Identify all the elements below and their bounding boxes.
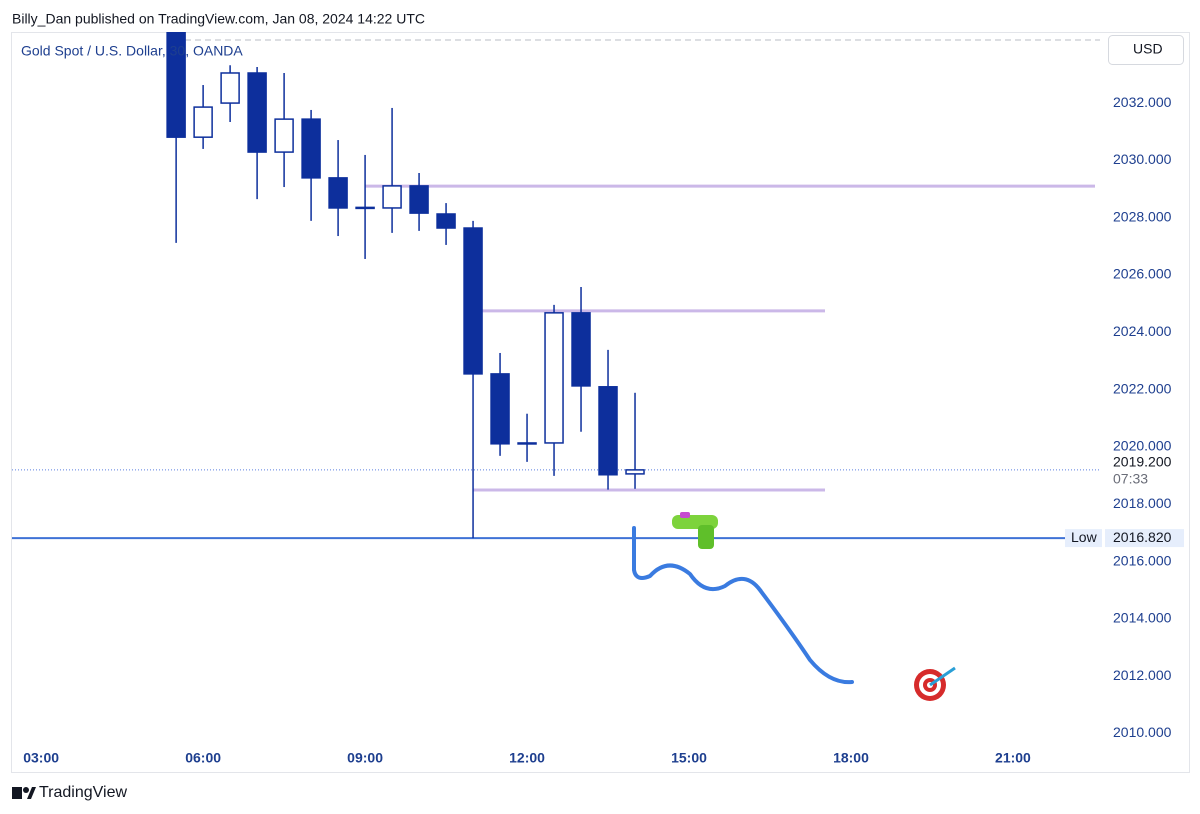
candle-body xyxy=(247,72,267,153)
drawn-path xyxy=(632,526,854,685)
x-tick-label: 15:00 xyxy=(671,750,707,766)
x-tick-label: 09:00 xyxy=(347,750,383,766)
footer: TradingView xyxy=(39,784,127,801)
chart-frame xyxy=(11,32,1190,773)
x-tick-label: 06:00 xyxy=(185,750,221,766)
low-value-box xyxy=(1105,529,1184,548)
y-tick-label: 2020.000 xyxy=(1113,438,1172,454)
y-tick-label: 2014.000 xyxy=(1113,610,1172,626)
candle-body xyxy=(544,312,564,444)
y-tick-label: 2016.000 xyxy=(1113,552,1172,568)
candle-body xyxy=(409,185,429,214)
x-tick-label: 18:00 xyxy=(833,750,869,766)
y-tick-label: 2022.000 xyxy=(1113,380,1172,396)
header: Billy_Dan published on TradingView.com, … xyxy=(12,11,425,27)
candle-body xyxy=(598,386,618,476)
candle-body xyxy=(463,227,483,375)
candle-body xyxy=(625,469,645,475)
low-name-box xyxy=(1065,529,1102,548)
y-tick-label: 2024.000 xyxy=(1113,323,1172,339)
plot xyxy=(12,32,1100,540)
x-tick-label: 12:00 xyxy=(509,750,545,766)
y-tick-label: 2032.000 xyxy=(1113,94,1172,110)
front: 2010.000 2012.000 2014.000 2016.000 2018.000… xyxy=(23,94,1184,766)
low-name: Low xyxy=(1071,529,1098,545)
symbol-title: Gold Spot / U.S. Dollar, 30, OANDA xyxy=(21,43,243,59)
tradingview-logo xyxy=(12,787,36,799)
low-value: 2016.820 xyxy=(1113,529,1172,545)
candle-body xyxy=(571,312,591,387)
target-icon xyxy=(914,666,956,701)
candle-body xyxy=(490,373,510,445)
y-tick-label: 2028.000 xyxy=(1113,208,1172,224)
x-tick-label: 03:00 xyxy=(23,750,59,766)
currency-box xyxy=(1108,35,1184,65)
candle-body xyxy=(355,206,375,210)
candle-body xyxy=(166,32,186,138)
y-tick-label: 2030.000 xyxy=(1113,151,1172,167)
y-tick-label: 2026.000 xyxy=(1113,266,1172,282)
y-tick-label: 2010.000 xyxy=(1113,724,1172,740)
countdown-label: 07:33 xyxy=(1113,471,1148,487)
candle-body xyxy=(517,442,537,445)
x-tick-label: 21:00 xyxy=(995,750,1031,766)
candle-body xyxy=(274,118,294,153)
candle-body xyxy=(220,72,240,104)
candle-body xyxy=(382,185,402,209)
candle-body xyxy=(193,106,213,138)
candle-body xyxy=(328,177,348,209)
water-gun-icon xyxy=(672,512,718,549)
currency: USD xyxy=(1133,41,1163,57)
y-tick-label: 2018.000 xyxy=(1113,495,1172,511)
current-price-label: 2019.200 xyxy=(1113,454,1172,470)
y-tick-label: 2012.000 xyxy=(1113,667,1172,683)
candle-body xyxy=(436,213,456,229)
candle-body xyxy=(301,118,321,179)
